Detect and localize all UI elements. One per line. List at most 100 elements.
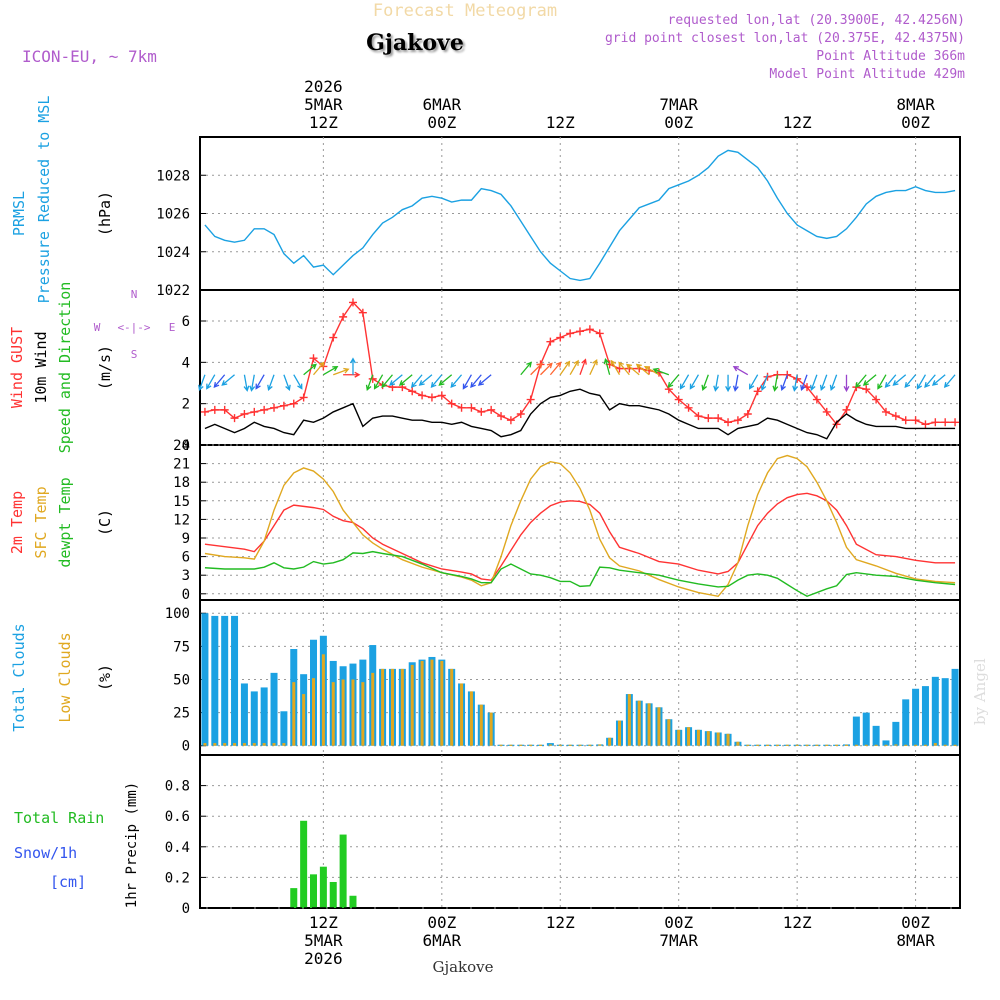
- wind-arrow: [389, 374, 403, 386]
- temperature-series-0: [204, 492, 956, 581]
- gust-marker: [753, 387, 762, 396]
- compass-w: W: [94, 321, 101, 334]
- rain-bar: [349, 895, 357, 908]
- low-cloud-bar: [627, 694, 631, 746]
- wind-arrow: [635, 363, 650, 376]
- total-cloud-bar: [852, 716, 860, 746]
- clouds-ytick-label: 0: [182, 739, 190, 755]
- wind-arrow: [924, 374, 936, 389]
- wind-arrow: [381, 374, 393, 389]
- wind-arrow: [689, 374, 700, 390]
- gust-marker: [585, 325, 594, 334]
- low-cloud-bar: [775, 744, 779, 746]
- rain-bar: [319, 866, 327, 908]
- gust-marker: [467, 403, 476, 412]
- low-cloud-bar: [233, 743, 237, 746]
- gust-marker: [477, 407, 486, 416]
- wind-arrow: [855, 374, 867, 389]
- low-cloud-bar: [716, 732, 720, 746]
- low-cloud-bar: [943, 744, 947, 746]
- gust-marker: [743, 410, 752, 418]
- temperature-ylabel-0: 2m Temp: [8, 491, 26, 554]
- temperature-series-1: [204, 454, 956, 598]
- wind-arrow: [520, 361, 532, 376]
- product-title: Forecast Meteogram: [373, 1, 557, 21]
- top-time-label: 2026: [304, 77, 343, 96]
- bottom-time-label: 00Z: [901, 913, 930, 932]
- gust-marker: [339, 312, 348, 321]
- wind-ylabel-3: (m/s): [96, 345, 114, 390]
- total-cloud-bar: [862, 712, 870, 746]
- precip-ytick-label: 0.4: [165, 840, 190, 856]
- wind-arrow: [877, 374, 887, 390]
- gust-marker: [694, 412, 703, 421]
- low-cloud-bar: [766, 744, 770, 746]
- panel-precip: 0 0.2 0.4 0.6 0.8 1hr Precip (mm) Total Rain Sn…: [14, 754, 961, 917]
- pressure-ylabel-1: Pressure Reduced to MSL: [35, 96, 53, 304]
- top-time-label: 12Z: [783, 113, 812, 132]
- low-cloud-bar: [242, 743, 246, 746]
- total-cloud-bar: [211, 615, 219, 746]
- wind-arrow: [323, 366, 339, 376]
- pressure-ytick-label: 1022: [156, 283, 190, 299]
- wind-arrow: [732, 374, 739, 392]
- total-cloud-bar: [201, 613, 209, 746]
- low-cloud-bar: [272, 743, 276, 746]
- wind-arrow: [800, 374, 808, 392]
- model-label: ICON-EU, ~ 7km: [22, 47, 157, 66]
- temperature-ytick-label: 6: [182, 550, 190, 566]
- wind-arrow: [679, 374, 690, 390]
- wind-arrow: [462, 374, 472, 390]
- gust-marker: [733, 416, 742, 425]
- total-cloud-bar: [921, 686, 929, 746]
- gust-marker: [951, 418, 960, 427]
- gust-marker: [842, 405, 851, 414]
- low-cloud-bar: [874, 744, 878, 746]
- low-cloud-bar: [203, 743, 207, 746]
- wind-arrow: [221, 374, 235, 386]
- low-cloud-bar: [341, 679, 345, 746]
- low-cloud-bar: [351, 679, 355, 746]
- low-cloud-bar: [282, 743, 286, 746]
- pressure-ylabel-0: PRMSL: [10, 191, 28, 236]
- low-cloud-bar: [262, 743, 266, 746]
- wind-arrow: [862, 374, 877, 386]
- low-cloud-bar: [726, 733, 730, 746]
- gust-marker: [763, 372, 772, 381]
- low-cloud-bar: [795, 744, 799, 746]
- wind-ytick-label: 0: [182, 438, 190, 454]
- total-cloud-bar: [912, 688, 920, 746]
- compass-n: N: [131, 288, 138, 301]
- wind-arrow: [438, 374, 453, 386]
- total-cloud-bar: [250, 691, 258, 746]
- low-cloud-bar: [677, 729, 681, 746]
- model-altitude: Model Point Altitude 429m: [769, 67, 965, 82]
- gust-marker: [358, 308, 367, 317]
- total-cloud-bar: [270, 672, 278, 746]
- low-cloud-bar: [746, 744, 750, 746]
- low-cloud-bar: [953, 744, 957, 746]
- precip-ytick-label: 0.8: [165, 779, 190, 795]
- total-cloud-bar: [231, 615, 239, 746]
- clouds-ytick-label: 50: [173, 672, 190, 688]
- gust-marker: [309, 354, 318, 363]
- rain-bar: [290, 888, 298, 908]
- low-cloud-bar: [923, 744, 927, 746]
- low-cloud-bar: [430, 659, 434, 746]
- gust-marker: [891, 412, 900, 421]
- gust-marker: [911, 416, 920, 425]
- low-cloud-bar: [302, 694, 306, 746]
- bottom-time-label: 00Z: [664, 913, 693, 932]
- low-cloud-bar: [933, 743, 937, 746]
- gust-marker: [299, 393, 308, 402]
- wind-ytick-label: 2: [182, 397, 190, 413]
- wind-arrow: [343, 371, 361, 378]
- wind-arrow: [943, 374, 956, 389]
- total-cloud-bar: [882, 740, 890, 746]
- low-cloud-bar: [825, 744, 829, 746]
- temperature-ytick-label: 3: [182, 568, 190, 584]
- wind-arrow: [398, 374, 413, 386]
- wind-arrow: [350, 357, 356, 375]
- total-cloud-bar: [951, 668, 959, 746]
